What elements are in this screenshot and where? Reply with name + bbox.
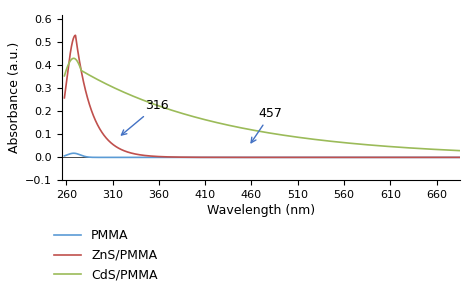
PMMA [274,156,280,159]
ZnS/PMMA [144,154,150,157]
PMMA [144,156,150,159]
CdS/PMMA [62,74,67,78]
Line: ZnS/PMMA: ZnS/PMMA [64,35,460,157]
ZnS/PMMA [264,156,269,159]
CdS/PMMA [274,132,280,136]
Y-axis label: Absorbance (a.u.): Absorbance (a.u.) [8,42,21,153]
ZnS/PMMA [274,156,280,159]
PMMA [62,154,67,158]
ZnS/PMMA [73,33,78,37]
ZnS/PMMA [457,156,463,159]
ZnS/PMMA [62,96,67,100]
PMMA [357,156,363,159]
Legend: PMMA, ZnS/PMMA, CdS/PMMA: PMMA, ZnS/PMMA, CdS/PMMA [54,229,158,282]
CdS/PMMA [331,140,337,143]
X-axis label: Wavelength (nm): Wavelength (nm) [207,204,315,217]
CdS/PMMA [316,138,322,142]
CdS/PMMA [71,56,76,60]
PMMA [331,156,337,159]
Line: PMMA: PMMA [64,153,460,157]
ZnS/PMMA [331,156,337,159]
Text: 457: 457 [251,107,283,143]
PMMA [457,156,463,159]
PMMA [320,156,326,159]
PMMA [264,156,269,159]
PMMA [316,156,322,159]
CdS/PMMA [264,131,269,134]
CdS/PMMA [144,100,150,103]
CdS/PMMA [457,149,463,152]
CdS/PMMA [357,142,363,146]
ZnS/PMMA [357,156,363,159]
ZnS/PMMA [316,156,322,159]
Text: 316: 316 [121,99,169,135]
PMMA [71,152,76,155]
Line: CdS/PMMA: CdS/PMMA [64,58,460,151]
